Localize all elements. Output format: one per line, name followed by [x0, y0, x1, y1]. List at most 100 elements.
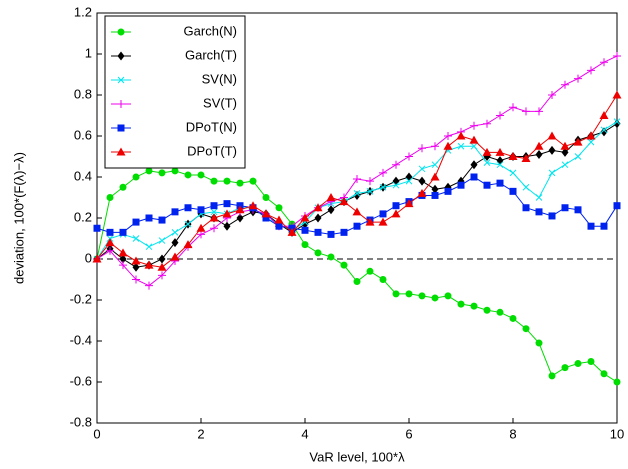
marker: [379, 168, 387, 177]
marker: [158, 216, 166, 224]
marker: [171, 238, 179, 248]
marker: [496, 308, 504, 316]
marker: [145, 214, 153, 222]
marker: [587, 138, 595, 146]
marker: [482, 147, 492, 156]
marker: [535, 194, 543, 201]
marker: [92, 254, 102, 263]
marker: [600, 58, 608, 67]
marker: [418, 292, 426, 300]
marker: [417, 188, 427, 197]
marker: [548, 91, 556, 99]
marker: [483, 119, 491, 128]
marker: [210, 177, 218, 185]
marker: [275, 222, 283, 230]
legend-marker: [116, 147, 126, 156]
marker: [392, 160, 400, 169]
marker: [171, 208, 179, 216]
marker: [223, 177, 231, 185]
marker: [483, 306, 491, 314]
marker: [314, 228, 322, 236]
marker: [392, 181, 400, 189]
marker: [223, 200, 231, 208]
marker: [313, 203, 323, 212]
marker: [340, 261, 348, 269]
marker: [196, 223, 206, 232]
marker: [496, 179, 504, 187]
x-tick-label: 8: [509, 426, 516, 441]
marker: [483, 181, 491, 189]
marker: [223, 221, 231, 231]
marker: [522, 183, 530, 191]
marker: [443, 141, 453, 150]
marker: [431, 191, 439, 199]
marker: [248, 201, 258, 210]
legend-label: SV(T): [203, 95, 237, 110]
marker: [158, 237, 166, 244]
x-tick-label: 2: [197, 426, 204, 441]
marker: [574, 206, 582, 214]
marker: [392, 202, 400, 210]
y-tick-label: -0.2: [70, 291, 92, 306]
legend-marker: [117, 100, 125, 108]
marker: [613, 202, 621, 210]
marker: [444, 187, 452, 195]
marker: [158, 254, 166, 264]
marker: [236, 213, 244, 223]
marker: [587, 358, 595, 365]
y-tick-label: -0.8: [70, 414, 92, 429]
marker: [470, 121, 478, 130]
marker: [521, 154, 531, 163]
marker: [560, 141, 570, 150]
marker: [119, 254, 127, 264]
marker: [495, 147, 505, 156]
marker: [522, 204, 530, 212]
marker: [587, 222, 595, 230]
marker: [483, 159, 491, 167]
marker: [132, 262, 140, 272]
marker: [366, 177, 374, 186]
marker: [561, 364, 569, 372]
marker: [470, 142, 478, 150]
marker: [600, 126, 608, 134]
marker: [405, 290, 413, 298]
marker: [430, 172, 440, 181]
marker: [301, 219, 309, 229]
marker: [548, 212, 556, 220]
marker: [209, 213, 219, 222]
marker: [275, 204, 283, 212]
marker: [314, 213, 322, 223]
marker: [535, 208, 543, 216]
marker: [535, 149, 543, 159]
y-tick-label: -0.6: [70, 373, 92, 388]
marker: [613, 119, 621, 129]
marker: [469, 135, 479, 144]
marker: [509, 169, 517, 177]
marker: [418, 144, 426, 153]
marker: [326, 193, 336, 201]
y-tick-label: 1.2: [74, 4, 92, 19]
marker: [548, 372, 556, 380]
marker: [300, 213, 310, 222]
marker: [274, 215, 284, 224]
marker: [392, 290, 400, 298]
marker: [574, 360, 582, 368]
marker: [210, 208, 218, 216]
marker: [170, 252, 180, 261]
marker: [339, 197, 349, 206]
marker: [158, 271, 166, 280]
marker: [587, 66, 595, 75]
marker: [184, 220, 192, 228]
marker: [327, 253, 335, 261]
y-axis-label: deviation, 100*(F(λ)−λ): [11, 152, 26, 284]
x-tick-label: 0: [93, 426, 100, 441]
marker: [93, 224, 101, 232]
marker: [470, 173, 478, 181]
x-tick-label: 10: [610, 426, 624, 441]
y-tick-label: 1: [85, 45, 92, 60]
marker: [365, 217, 375, 226]
marker: [314, 249, 322, 257]
marker: [222, 209, 232, 218]
marker: [327, 205, 335, 215]
y-tick-label: -0.4: [70, 332, 92, 347]
